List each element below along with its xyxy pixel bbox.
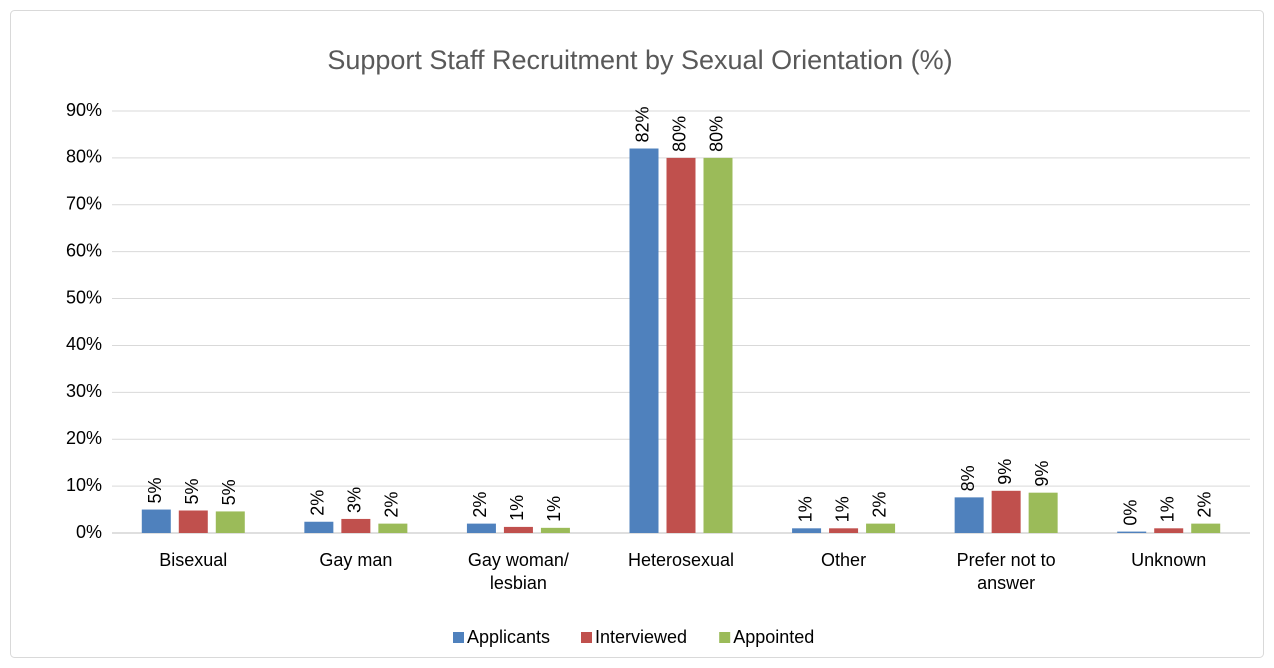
bar	[666, 157, 696, 533]
y-tick-label: 90%	[66, 100, 102, 120]
value-label: 5%	[145, 478, 165, 504]
value-label: 2%	[382, 492, 402, 518]
value-label: 9%	[1032, 461, 1052, 487]
value-label: 0%	[1120, 500, 1140, 526]
value-label: 1%	[832, 496, 852, 522]
y-tick-label: 70%	[66, 194, 102, 214]
value-label: 1%	[544, 496, 564, 522]
legend-swatch	[453, 632, 464, 643]
bar	[829, 528, 859, 533]
bar	[304, 521, 334, 533]
value-label: 1%	[795, 496, 815, 522]
bar	[378, 523, 408, 533]
value-label: 1%	[1157, 496, 1177, 522]
bar	[503, 526, 533, 533]
bar	[1154, 528, 1184, 533]
value-label: 2%	[308, 490, 328, 516]
bar	[792, 528, 822, 533]
bar	[215, 511, 245, 533]
y-tick-label: 60%	[66, 240, 102, 260]
x-tick-label: Gay woman/ lesbian	[467, 550, 569, 593]
x-tick-label: Heterosexual	[627, 550, 735, 570]
bar	[540, 527, 570, 533]
legend-swatch	[581, 632, 592, 643]
bar	[703, 157, 733, 533]
y-tick-label: 40%	[66, 334, 102, 354]
y-tick-label: 20%	[66, 428, 102, 448]
legend-label: Appointed	[733, 627, 814, 647]
x-tick-label: Bisexual	[159, 550, 228, 570]
x-tick-label: Other	[821, 550, 867, 570]
value-label: 80%	[707, 116, 727, 152]
value-label: 8%	[958, 465, 978, 491]
bar	[1028, 492, 1058, 533]
value-label: 1%	[507, 495, 527, 521]
y-tick-label: 50%	[66, 287, 102, 307]
legend-label: Interviewed	[595, 627, 687, 647]
bar	[341, 518, 371, 533]
value-label: 9%	[995, 459, 1015, 485]
value-label: 82%	[633, 106, 653, 142]
bar	[866, 523, 896, 533]
value-label: 80%	[670, 116, 690, 152]
x-tick-label: Prefer not to answer	[956, 550, 1056, 593]
value-label: 2%	[1194, 492, 1214, 518]
value-label: 2%	[470, 492, 490, 518]
x-tick-label: Unknown	[1131, 550, 1207, 570]
bar	[1191, 523, 1221, 533]
bar	[629, 148, 659, 533]
legend-swatch	[719, 632, 731, 643]
value-label: 2%	[869, 492, 889, 518]
x-tick-label: Gay man	[319, 550, 393, 570]
value-label: 5%	[219, 479, 239, 505]
legend-label: Applicants	[467, 627, 550, 647]
y-tick-label: 10%	[66, 475, 102, 495]
bar	[954, 497, 984, 533]
bar	[178, 510, 208, 533]
y-tick-label: 30%	[66, 381, 102, 401]
value-label: 3%	[345, 487, 365, 513]
value-label: 5%	[182, 478, 202, 504]
bar	[991, 490, 1021, 533]
bar	[1117, 531, 1147, 533]
chart-title: Support Staff Recruitment by Sexual Orie…	[327, 45, 952, 75]
y-tick-label: 80%	[66, 147, 102, 167]
bar	[466, 523, 496, 533]
bar	[141, 509, 171, 533]
y-tick-label: 0%	[76, 522, 102, 542]
